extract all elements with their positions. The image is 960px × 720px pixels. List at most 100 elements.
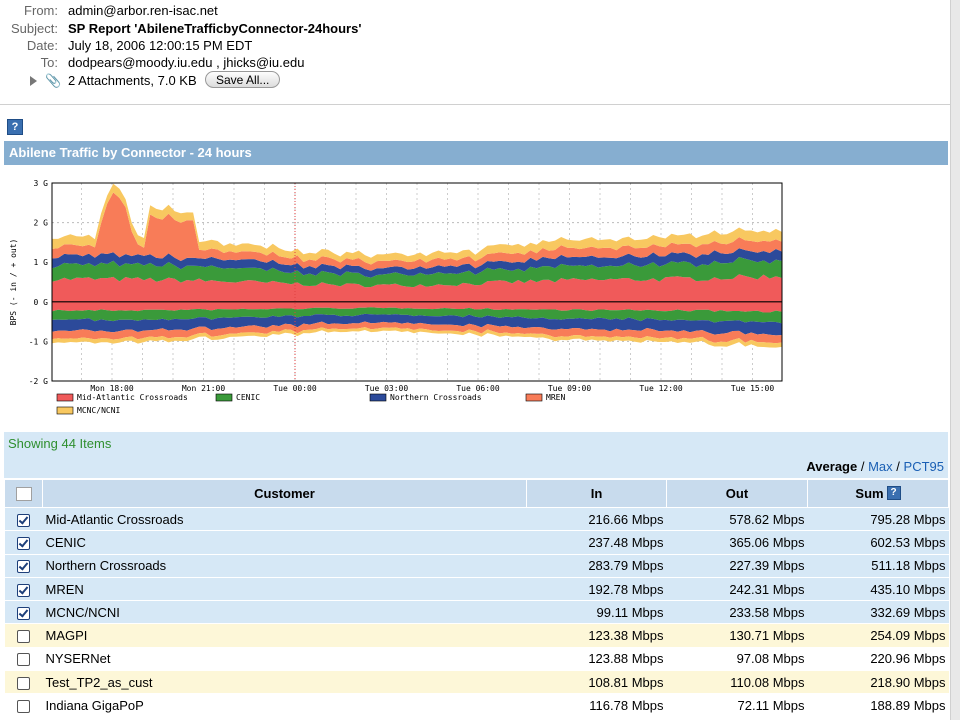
legend-swatch: [56, 406, 74, 415]
sum-value: 218.90 Mbps: [807, 670, 949, 695]
row-checkbox[interactable]: [17, 653, 30, 667]
stat-sep: /: [860, 459, 865, 474]
y-tick-label: 3 G: [34, 179, 49, 188]
report-title: Abilene Traffic by Connector - 24 hours: [9, 145, 252, 160]
date-label: Date:: [26, 38, 58, 53]
stat-mode-bar: Average / Max / PCT95: [4, 456, 948, 478]
in-value: 237.48 Mbps: [526, 530, 667, 555]
report-title-bar: Abilene Traffic by Connector - 24 hours: [4, 141, 948, 165]
series-area-in-2: [52, 313, 782, 336]
save-all-button[interactable]: Save All...: [205, 71, 281, 88]
mail-header: From: admin@arbor.ren-isac.net Subject: …: [0, 0, 960, 100]
col-header-in[interactable]: In: [526, 479, 667, 508]
row-checkbox[interactable]: [17, 606, 30, 620]
attachments-row: 📎 2 Attachments, 7.0 KB Save All...: [0, 71, 400, 90]
series-area-out-2: [52, 248, 782, 278]
sum-value: 188.89 Mbps: [807, 693, 949, 718]
table-row[interactable]: Northern Crossroads 283.79 Mbps 227.39 M…: [4, 553, 949, 578]
x-tick-label: Tue 12:00: [639, 384, 683, 393]
graph-toggle-header[interactable]: [4, 479, 43, 508]
col-header-sum-label[interactable]: Sum: [855, 486, 884, 501]
help-icon[interactable]: ?: [7, 119, 23, 135]
date-text: July 18, 2006 12:00:15 PM EDT: [68, 38, 253, 53]
table-row[interactable]: Indiana GigaPoP 116.78 Mbps 72.11 Mbps 1…: [4, 693, 949, 718]
out-value: 578.62 Mbps: [666, 506, 808, 532]
from-label: From:: [24, 3, 58, 18]
table-row[interactable]: NYSERNet 123.88 Mbps 97.08 Mbps 220.96 M…: [4, 646, 949, 672]
table-row[interactable]: Test_TP2_as_cust 108.81 Mbps 110.08 Mbps…: [4, 670, 949, 695]
col-header-customer[interactable]: Customer: [42, 479, 527, 508]
row-checkbox[interactable]: [17, 700, 30, 714]
y-tick-label: 1 G: [34, 258, 49, 267]
row-checkbox[interactable]: [17, 583, 30, 597]
col-header-sum[interactable]: Sum?: [807, 479, 949, 508]
to-label: To:: [40, 55, 58, 70]
x-tick-label: Tue 03:00: [365, 384, 409, 393]
legend-label: CENIC: [236, 393, 260, 402]
series-area-out-4: [52, 183, 782, 265]
subject-label: Subject:: [11, 21, 58, 36]
row-checkbox[interactable]: [17, 676, 30, 690]
window-scrollbar[interactable]: [950, 0, 960, 720]
customer-name: NYSERNet: [42, 646, 527, 672]
attachments-summary: 2 Attachments, 7.0 KB: [68, 73, 197, 88]
y-tick-label: 2 G: [34, 219, 49, 228]
table-row[interactable]: MREN 192.78 Mbps 242.31 Mbps 435.10 Mbps: [4, 576, 949, 602]
customer-name: Northern Crossroads: [42, 553, 527, 578]
chart-axes: 3 G 2 G 1 G 0 G -1 G -2 G Mon 18:00 Mon 21:00 Tu…: [9, 179, 783, 393]
out-value: 97.08 Mbps: [666, 646, 808, 672]
legend-label: Northern Crossroads: [390, 393, 482, 402]
customer-name: CENIC: [42, 530, 527, 555]
series-area-in-3: [52, 321, 782, 344]
in-value: 116.78 Mbps: [526, 693, 667, 718]
help-icon[interactable]: ?: [886, 486, 901, 500]
graph-icon[interactable]: [15, 487, 32, 502]
table-row[interactable]: CENIC 237.48 Mbps 365.06 Mbps 602.53 Mbp…: [4, 530, 949, 555]
row-checkbox[interactable]: [17, 560, 30, 574]
customer-name: MCNC/NCNI: [42, 600, 527, 625]
stat-average[interactable]: Average: [806, 459, 858, 474]
series-area-out-0: [52, 274, 782, 302]
y-axis-label: BPS (- in / + out): [9, 239, 18, 326]
row-checkbox[interactable]: [17, 630, 30, 644]
customer-name: Mid-Atlantic Crossroads: [42, 506, 527, 532]
series-area-out-1: [52, 257, 782, 288]
plot-border: [51, 182, 783, 382]
x-tick-label: Tue 00:00: [273, 384, 317, 393]
customer-name: Test_TP2_as_cust: [42, 670, 527, 695]
customer-name: MREN: [42, 576, 527, 602]
sum-value: 332.69 Mbps: [807, 600, 949, 625]
in-value: 123.38 Mbps: [526, 623, 667, 648]
series-area-in-4: [52, 327, 782, 348]
col-header-out[interactable]: Out: [666, 479, 808, 508]
row-checkbox[interactable]: [17, 513, 30, 527]
disclosure-triangle-icon[interactable]: [30, 76, 37, 86]
sum-value: 795.28 Mbps: [807, 506, 949, 532]
legend-label: MCNC/NCNI: [77, 406, 121, 415]
items-count-bar: Showing 44 Items: [4, 432, 948, 456]
row-checkbox[interactable]: [17, 536, 30, 550]
traffic-chart: 3 G 2 G 1 G 0 G -1 G -2 G Mon 18:00 Mon 21:00 Tu…: [9, 179, 783, 415]
to-addresses[interactable]: dodpears@moody.iu.edu , jhicks@iu.edu: [68, 55, 305, 70]
table-row[interactable]: MAGPI 123.38 Mbps 130.71 Mbps 254.09 Mbp…: [4, 623, 949, 648]
legend-swatch: [56, 393, 74, 402]
out-value: 130.71 Mbps: [666, 623, 808, 648]
customer-table: Customer In Out Sum? Mid-Atlantic Crossr…: [4, 479, 949, 718]
legend-swatch: [215, 393, 233, 402]
x-tick-label: Tue 15:00: [731, 384, 775, 393]
table-row[interactable]: MCNC/NCNI 99.11 Mbps 233.58 Mbps 332.69 …: [4, 600, 949, 625]
sum-value: 602.53 Mbps: [807, 530, 949, 555]
in-value: 216.66 Mbps: [526, 506, 667, 532]
from-address[interactable]: admin@arbor.ren-isac.net: [68, 3, 218, 18]
out-value: 227.39 Mbps: [666, 553, 808, 578]
in-value: 123.88 Mbps: [526, 646, 667, 672]
x-tick-label: Tue 06:00: [456, 384, 500, 393]
y-tick-label: 0 G: [34, 298, 49, 307]
legend-label: Mid-Atlantic Crossroads: [77, 393, 188, 402]
out-value: 233.58 Mbps: [666, 600, 808, 625]
sum-value: 511.18 Mbps: [807, 553, 949, 578]
table-row[interactable]: Mid-Atlantic Crossroads 216.66 Mbps 578.…: [4, 506, 949, 532]
stat-pct95-link[interactable]: PCT95: [903, 459, 944, 474]
stat-max-link[interactable]: Max: [868, 459, 893, 474]
x-tick-label: Tue 09:00: [548, 384, 592, 393]
